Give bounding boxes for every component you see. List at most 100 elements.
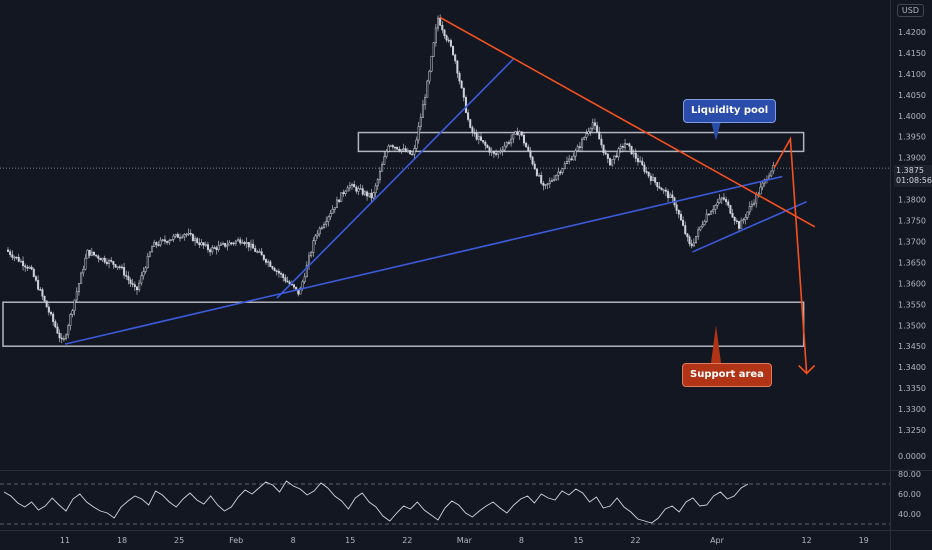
candle-body: [578, 146, 581, 148]
candle-body: [710, 211, 713, 215]
candle-body: [15, 256, 18, 259]
price-tick-label: 1.3250: [898, 426, 926, 435]
candle-body: [447, 39, 450, 42]
candle-body: [727, 201, 730, 206]
candle-body: [656, 182, 659, 187]
candle-body: [563, 163, 566, 169]
candle-body: [449, 40, 452, 47]
blue-trendline: [64, 175, 783, 345]
currency-label[interactable]: USD: [896, 4, 924, 17]
candle-body: [574, 150, 577, 157]
candle-body: [166, 241, 169, 243]
candle-body: [90, 251, 93, 256]
candle-body: [351, 184, 353, 186]
candle-body: [533, 163, 536, 170]
candle-body: [647, 171, 650, 177]
candle-body: [624, 143, 627, 148]
price-tick-label: 1.3450: [898, 342, 926, 351]
candle-body: [641, 160, 644, 166]
candle-body: [486, 145, 489, 148]
candle-body: [701, 224, 704, 228]
price-tick-label: 1.3700: [898, 237, 926, 246]
candle-body: [7, 249, 9, 252]
blue-trendline: [276, 58, 514, 299]
candle-body: [409, 150, 412, 155]
liquidity-pool-pointer: [711, 121, 721, 141]
candle-body: [41, 289, 44, 297]
candle-body: [598, 131, 601, 140]
candle-body: [540, 174, 543, 184]
candle-body: [432, 42, 435, 57]
candle-body: [224, 243, 227, 247]
candle-body: [583, 137, 586, 140]
price-tick-label: 1.3600: [898, 279, 926, 288]
candle-body: [142, 271, 145, 277]
candle-body: [458, 72, 461, 82]
price-tick-label: 1.4050: [898, 91, 926, 100]
candle-body: [437, 17, 439, 29]
candle-body: [499, 150, 502, 153]
candle-body: [43, 295, 46, 302]
rsi-tick-label: 40.00: [898, 510, 921, 519]
candle-body: [669, 194, 672, 199]
candle-body: [97, 255, 100, 259]
candle-body: [417, 126, 420, 141]
candle-body: [222, 243, 224, 245]
candle-body: [99, 258, 102, 261]
candle-body: [73, 299, 76, 311]
candle-body: [325, 221, 328, 225]
candle-body: [593, 122, 596, 126]
candle-body: [80, 272, 83, 284]
candle-body: [191, 234, 194, 242]
candle-body: [133, 284, 136, 288]
candle-body: [39, 289, 42, 291]
candle-body: [404, 148, 407, 152]
candle-body: [52, 313, 55, 322]
candle-body: [22, 260, 25, 267]
candle-body: [686, 233, 689, 238]
support-area-callout: Support area: [682, 363, 772, 387]
candle-body: [492, 150, 495, 154]
candle-body: [140, 275, 143, 284]
candle-body: [84, 257, 87, 270]
candle-body: [176, 234, 179, 238]
time-tick-label: 22: [402, 536, 412, 545]
candle-body: [312, 240, 315, 253]
candle-body: [262, 254, 265, 260]
candle-body: [161, 239, 164, 242]
candle-body: [692, 242, 695, 247]
candle-body: [512, 133, 515, 140]
price-tick-label: 1.3350: [898, 384, 926, 393]
candle-body: [464, 97, 467, 113]
candle-body: [363, 191, 366, 195]
candle-body: [604, 152, 607, 155]
candle-body: [163, 239, 166, 242]
candle-body: [761, 182, 764, 188]
candle-body: [630, 145, 633, 155]
candle-body: [260, 251, 263, 256]
candle-body: [11, 254, 14, 258]
candle-body: [725, 199, 728, 203]
candle-body: [378, 171, 381, 180]
candle-body: [292, 284, 295, 288]
candle-body: [331, 209, 334, 214]
candle-body: [314, 235, 317, 241]
candle-body: [50, 311, 52, 315]
candle-body: [587, 131, 590, 135]
price-tick-label: 1.4150: [898, 49, 926, 58]
candle-body: [740, 220, 743, 229]
candle-body: [639, 160, 642, 163]
time-tick-label: 25: [174, 536, 184, 545]
candle-body: [505, 142, 508, 147]
candle-body: [535, 168, 538, 176]
price-tick-label: 1.4000: [898, 112, 926, 121]
price-chart-area[interactable]: [0, 14, 890, 375]
candle-body: [439, 17, 442, 26]
candle-body: [226, 244, 229, 247]
candle-body: [759, 186, 762, 195]
candle-body: [495, 153, 498, 155]
candle-body: [503, 145, 506, 151]
rsi-indicator-pane[interactable]: [0, 480, 890, 525]
